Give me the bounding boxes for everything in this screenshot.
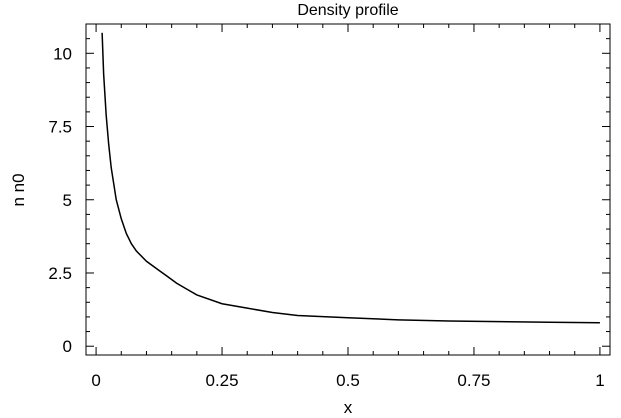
y-tick-labels: 0 2.5 5 7.5 10 (48, 44, 72, 356)
series-line-density (101, 32, 600, 324)
x-tick-label: 1 (595, 371, 604, 390)
y-tick-label: 7.5 (48, 118, 72, 137)
axis-ticks (86, 24, 610, 355)
x-tick-label: 0.75 (457, 371, 490, 390)
y-tick-label: 2.5 (48, 264, 72, 283)
y-tick-label: 10 (53, 44, 72, 63)
plot-frame (85, 23, 611, 356)
y-axis-label: n n0 (9, 173, 28, 206)
x-axis-label: x (344, 398, 353, 417)
chart-title: Density profile (297, 2, 398, 19)
x-tick-label: 0.25 (205, 371, 238, 390)
x-tick-label: 0.5 (336, 371, 360, 390)
x-tick-label: 0 (91, 371, 100, 390)
x-tick-labels: 0 0.25 0.5 0.75 1 (91, 371, 604, 390)
y-tick-label: 5 (63, 191, 72, 210)
y-tick-label: 0 (63, 337, 72, 356)
